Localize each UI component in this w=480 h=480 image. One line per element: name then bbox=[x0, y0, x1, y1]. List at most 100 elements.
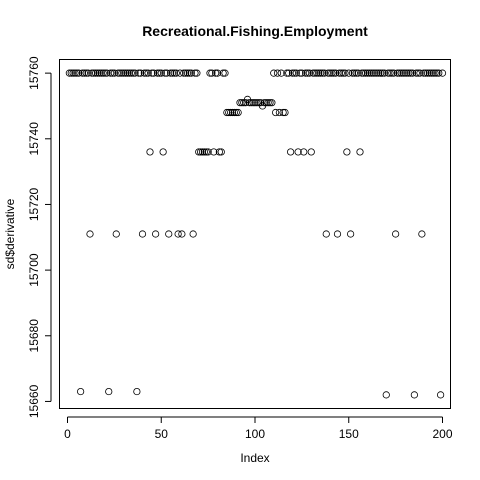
data-point bbox=[238, 99, 246, 107]
data-point bbox=[427, 69, 435, 77]
data-point bbox=[176, 69, 184, 77]
data-point bbox=[213, 69, 222, 77]
data-point bbox=[150, 69, 158, 77]
data-point bbox=[283, 69, 291, 77]
data-point bbox=[142, 69, 150, 77]
data-point bbox=[110, 69, 118, 77]
data-point bbox=[416, 69, 424, 77]
data-point bbox=[382, 391, 390, 399]
data-point bbox=[384, 69, 392, 77]
data-point bbox=[200, 148, 208, 156]
plot-frame bbox=[59, 59, 451, 409]
data-point bbox=[337, 69, 345, 77]
data-point bbox=[390, 69, 398, 77]
data-point bbox=[212, 69, 220, 77]
data-point bbox=[352, 69, 360, 77]
data-point bbox=[170, 69, 178, 77]
data-point bbox=[157, 69, 165, 77]
data-point bbox=[172, 69, 180, 77]
data-point bbox=[84, 69, 92, 77]
data-point bbox=[403, 69, 411, 77]
data-point bbox=[302, 69, 310, 77]
data-point bbox=[350, 69, 358, 77]
data-point bbox=[294, 148, 302, 156]
data-point bbox=[125, 69, 133, 77]
x-axis-label: Index bbox=[240, 451, 269, 465]
y-tick-label: 15700 bbox=[27, 253, 41, 287]
data-point bbox=[105, 387, 113, 396]
data-point bbox=[97, 69, 105, 77]
data-point bbox=[375, 69, 383, 77]
data-point bbox=[296, 69, 304, 77]
data-point bbox=[187, 69, 195, 77]
data-point bbox=[245, 99, 253, 107]
data-point bbox=[140, 69, 148, 77]
data-point bbox=[227, 108, 235, 117]
data-point bbox=[412, 69, 420, 77]
data-point bbox=[322, 230, 330, 238]
data-point bbox=[75, 69, 83, 77]
data-point bbox=[365, 69, 373, 77]
data-point bbox=[182, 69, 190, 77]
data-point bbox=[191, 69, 199, 77]
data-point bbox=[86, 230, 94, 238]
data-point bbox=[163, 69, 171, 77]
data-point bbox=[133, 387, 141, 396]
data-point bbox=[300, 148, 308, 156]
data-point bbox=[311, 69, 319, 77]
data-point bbox=[251, 99, 259, 107]
data-point bbox=[230, 108, 238, 117]
data-point bbox=[127, 69, 135, 77]
data-point bbox=[330, 69, 338, 77]
data-point bbox=[118, 69, 126, 77]
data-point bbox=[288, 69, 297, 77]
data-point bbox=[281, 108, 289, 117]
data-point bbox=[405, 69, 413, 77]
data-point bbox=[275, 108, 283, 117]
data-point bbox=[204, 148, 212, 156]
data-point bbox=[371, 69, 379, 77]
data-point bbox=[425, 69, 433, 77]
data-point bbox=[422, 69, 430, 77]
data-point bbox=[358, 69, 366, 77]
data-point bbox=[266, 99, 274, 107]
data-point bbox=[386, 69, 394, 77]
data-point bbox=[318, 69, 327, 77]
data-point bbox=[114, 69, 122, 77]
data-point bbox=[290, 69, 298, 77]
data-point bbox=[129, 69, 137, 77]
data-point bbox=[219, 69, 227, 77]
data-point bbox=[367, 69, 375, 77]
data-point bbox=[423, 69, 432, 77]
chart-title: Recreational.Fishing.Employment bbox=[142, 23, 368, 39]
data-point bbox=[225, 108, 233, 117]
data-points bbox=[65, 69, 447, 399]
data-point bbox=[107, 69, 115, 77]
data-point bbox=[122, 69, 130, 77]
data-point bbox=[95, 69, 103, 77]
data-point bbox=[108, 69, 117, 77]
data-point bbox=[345, 69, 353, 77]
data-point bbox=[167, 69, 175, 77]
data-point bbox=[183, 69, 192, 77]
data-point bbox=[137, 69, 145, 77]
y-axis-label: sd$derivative bbox=[3, 198, 17, 269]
data-point bbox=[217, 148, 225, 156]
data-point bbox=[112, 230, 120, 238]
data-point bbox=[380, 69, 388, 77]
data-point bbox=[287, 148, 295, 156]
data-point bbox=[360, 69, 368, 77]
data-point bbox=[148, 69, 156, 77]
data-point bbox=[197, 148, 205, 156]
data-point bbox=[395, 69, 403, 77]
data-point bbox=[397, 69, 405, 77]
data-point bbox=[178, 230, 186, 238]
data-point bbox=[392, 230, 400, 238]
data-point bbox=[189, 230, 197, 238]
data-point bbox=[208, 69, 216, 77]
data-point bbox=[303, 69, 312, 77]
data-point bbox=[410, 391, 418, 399]
data-point bbox=[116, 69, 124, 77]
data-point bbox=[80, 69, 88, 77]
data-point bbox=[348, 69, 357, 77]
